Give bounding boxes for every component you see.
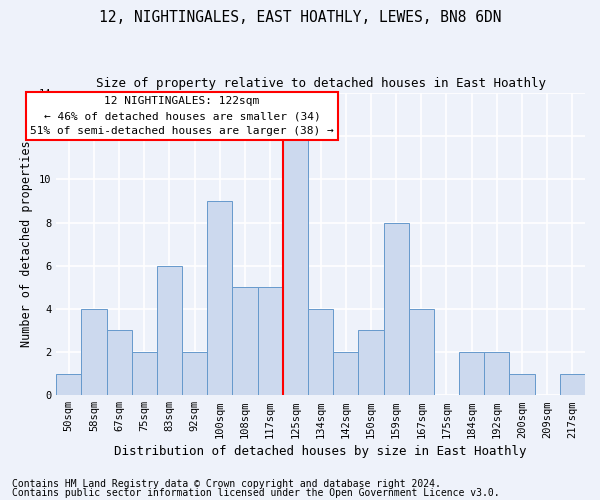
Text: 12 NIGHTINGALES: 122sqm
← 46% of detached houses are smaller (34)
51% of semi-de: 12 NIGHTINGALES: 122sqm ← 46% of detache… bbox=[30, 96, 334, 136]
Bar bbox=[207, 201, 232, 395]
Text: Contains HM Land Registry data © Crown copyright and database right 2024.: Contains HM Land Registry data © Crown c… bbox=[12, 479, 441, 489]
Bar bbox=[333, 352, 358, 395]
Bar bbox=[82, 309, 107, 395]
Bar bbox=[308, 309, 333, 395]
X-axis label: Distribution of detached houses by size in East Hoathly: Distribution of detached houses by size … bbox=[115, 444, 527, 458]
Bar bbox=[358, 330, 383, 395]
Bar bbox=[283, 136, 308, 395]
Bar bbox=[107, 330, 132, 395]
Text: Contains public sector information licensed under the Open Government Licence v3: Contains public sector information licen… bbox=[12, 488, 500, 498]
Bar bbox=[182, 352, 207, 395]
Bar bbox=[56, 374, 82, 395]
Bar bbox=[560, 374, 585, 395]
Title: Size of property relative to detached houses in East Hoathly: Size of property relative to detached ho… bbox=[95, 78, 545, 90]
Bar bbox=[257, 288, 283, 395]
Bar bbox=[132, 352, 157, 395]
Bar bbox=[459, 352, 484, 395]
Bar bbox=[232, 288, 257, 395]
Y-axis label: Number of detached properties: Number of detached properties bbox=[20, 141, 33, 348]
Bar bbox=[383, 222, 409, 395]
Text: 12, NIGHTINGALES, EAST HOATHLY, LEWES, BN8 6DN: 12, NIGHTINGALES, EAST HOATHLY, LEWES, B… bbox=[99, 10, 501, 25]
Bar bbox=[484, 352, 509, 395]
Bar bbox=[409, 309, 434, 395]
Bar bbox=[509, 374, 535, 395]
Bar bbox=[157, 266, 182, 395]
